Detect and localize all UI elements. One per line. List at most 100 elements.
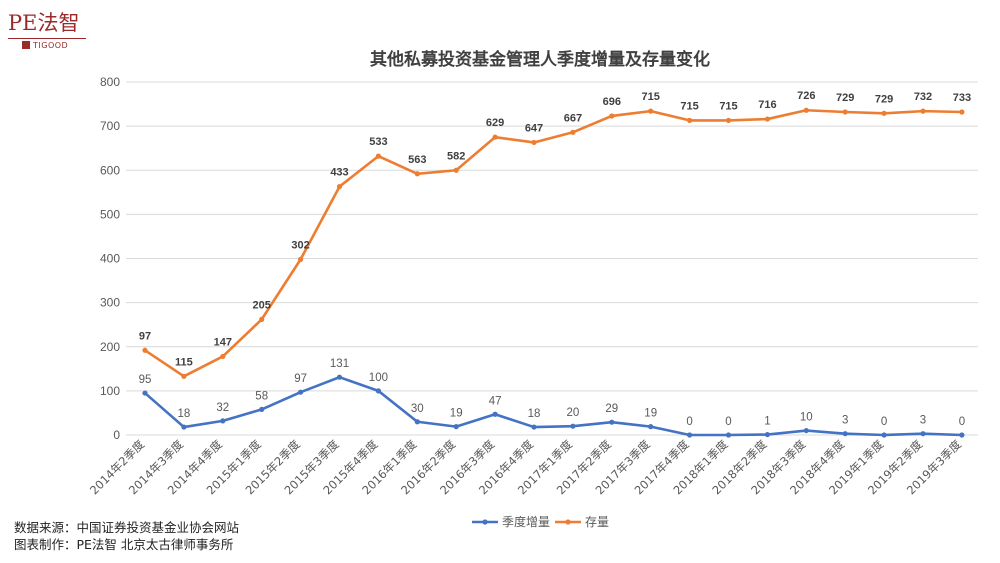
data-point	[531, 424, 537, 430]
series-line-quarterly-increase	[144, 375, 962, 437]
data-label: 32	[216, 402, 229, 414]
footer: 数据来源：中国证券投资基金业协会网站 图表制作：PE法智 北京太古律师事务所	[14, 519, 239, 553]
data-label: 115	[175, 356, 193, 368]
data-point	[764, 431, 771, 438]
logo-mark-icon	[22, 41, 30, 49]
y-tick-label: 700	[100, 119, 120, 133]
data-point	[142, 390, 148, 396]
data-label: 147	[214, 336, 232, 348]
data-point	[220, 353, 226, 360]
data-point	[414, 419, 420, 425]
data-label: 20	[567, 407, 580, 419]
data-point	[920, 431, 926, 437]
data-label: 582	[447, 150, 465, 162]
data-point	[764, 116, 771, 122]
data-label: 715	[680, 100, 698, 112]
data-label: 97	[294, 373, 307, 385]
data-point	[492, 411, 498, 417]
data-label: 10	[800, 412, 813, 424]
data-label: 95	[139, 374, 152, 386]
y-tick-label: 500	[100, 207, 120, 221]
data-point	[570, 129, 576, 135]
data-label: 100	[369, 372, 388, 384]
data-label: 58	[255, 390, 268, 402]
data-label: 3	[920, 415, 926, 427]
data-point	[959, 432, 965, 438]
data-point	[181, 373, 187, 379]
y-tick-label: 300	[100, 296, 120, 310]
y-tick-label: 400	[100, 252, 120, 266]
data-point	[687, 432, 693, 438]
data-label: 205	[253, 299, 271, 311]
y-tick-label: 200	[100, 340, 120, 354]
data-label: 696	[603, 96, 621, 108]
data-point	[725, 432, 732, 438]
legend-marker	[482, 519, 488, 525]
data-point	[959, 109, 965, 115]
data-label: 19	[644, 408, 657, 420]
data-point	[803, 107, 809, 113]
data-label: 302	[291, 239, 309, 251]
data-point	[725, 117, 732, 123]
data-label: 433	[330, 167, 348, 179]
data-point	[298, 389, 304, 395]
data-point	[375, 153, 381, 159]
data-point	[648, 424, 654, 430]
data-point	[492, 134, 498, 140]
data-point	[181, 424, 187, 430]
data-label: 733	[953, 92, 971, 104]
series-line-stock	[144, 108, 962, 378]
data-point	[414, 171, 420, 177]
data-label: 18	[528, 408, 541, 420]
logo-subtitle: TIGOOD	[33, 41, 69, 50]
data-label: 47	[489, 395, 502, 407]
data-label: 715	[642, 91, 660, 103]
data-label: 3	[842, 415, 848, 427]
data-label: 533	[369, 136, 387, 148]
data-point	[609, 113, 615, 119]
data-label: 716	[758, 99, 776, 111]
data-label: 729	[836, 92, 854, 104]
data-point	[687, 117, 693, 123]
data-label: 563	[408, 154, 426, 166]
data-point	[259, 406, 265, 413]
chart-credit-note: 图表制作：PE法智 北京太古律师事务所	[14, 537, 234, 552]
data-label: 0	[959, 416, 965, 428]
data-point	[803, 427, 809, 434]
data-label: 1	[764, 416, 770, 428]
data-point	[336, 374, 343, 380]
y-tick-label: 600	[100, 163, 120, 177]
data-label: 629	[486, 117, 504, 129]
data-point	[336, 183, 343, 190]
data-point	[142, 347, 148, 353]
data-point	[259, 316, 265, 322]
data-label: 715	[719, 100, 737, 112]
data-point	[648, 108, 654, 114]
data-label: 29	[605, 403, 618, 415]
data-label: 131	[330, 358, 349, 370]
data-label: 0	[881, 416, 887, 428]
data-label: 0	[725, 416, 731, 428]
data-label: 729	[875, 93, 893, 105]
data-point	[570, 423, 576, 429]
y-tick-label: 0	[113, 428, 120, 442]
legend-marker	[565, 519, 571, 525]
data-label: 647	[525, 122, 543, 134]
legend-label: 存量	[585, 515, 609, 529]
y-tick-label: 800	[100, 75, 120, 89]
data-label: 732	[914, 91, 932, 103]
data-label: 667	[564, 112, 582, 124]
data-point	[298, 256, 304, 262]
data-label: 0	[686, 416, 692, 428]
data-label: 726	[797, 90, 815, 102]
data-point	[881, 432, 887, 438]
data-label: 30	[411, 403, 424, 415]
data-point	[453, 424, 459, 430]
y-tick-label: 100	[100, 384, 120, 398]
logo-divider	[8, 38, 86, 39]
data-point	[842, 109, 848, 115]
data-source-note: 数据来源：中国证券投资基金业协会网站	[14, 520, 240, 535]
data-point	[609, 419, 615, 425]
data-point	[531, 139, 537, 146]
